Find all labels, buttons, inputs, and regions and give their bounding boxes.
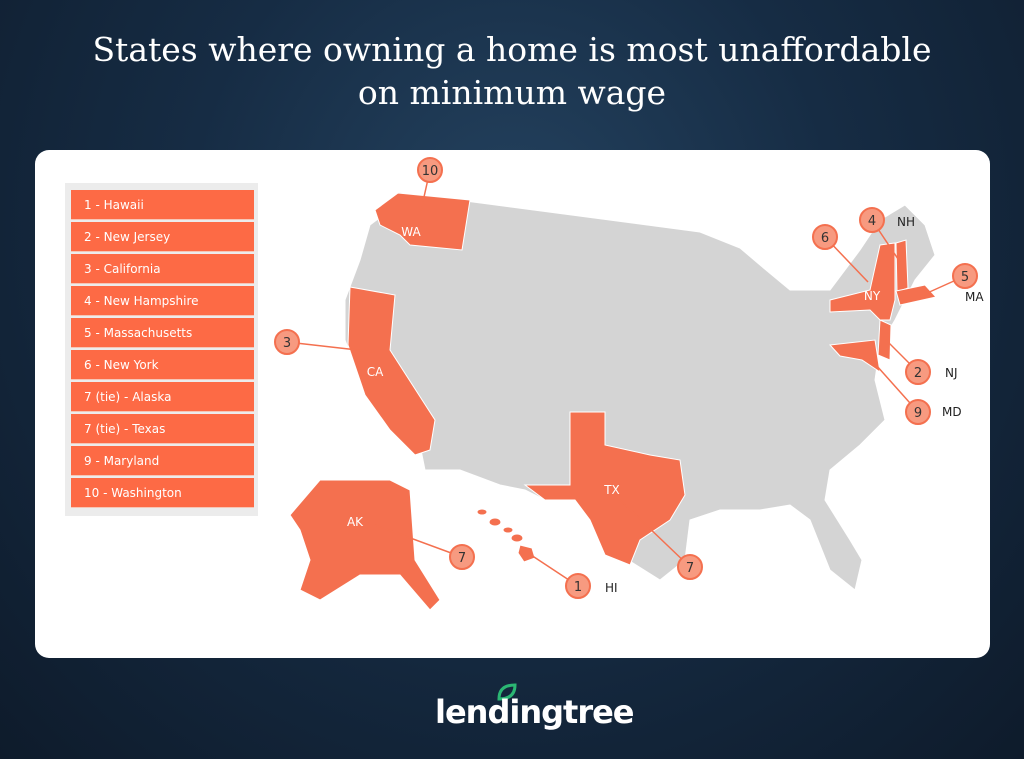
rank-number: 10 — [422, 164, 439, 179]
rank-marker — [859, 207, 885, 233]
legend-item: 1 - Hawaii — [71, 190, 254, 220]
state-TX — [523, 411, 686, 566]
rank-number: 3 — [283, 336, 291, 351]
callout-line — [374, 524, 463, 558]
state-NH — [895, 239, 909, 293]
state-label: MD — [942, 405, 962, 419]
state-label: CA — [367, 365, 384, 379]
rank-marker — [417, 157, 443, 183]
state-label: NJ — [945, 366, 958, 380]
state-label: MA — [965, 290, 984, 304]
state-CA — [347, 286, 436, 456]
page-title: States where owning a home is most unaff… — [0, 28, 1024, 114]
title-line-1: States where owning a home is most unaff… — [92, 30, 932, 69]
legend-item: 4 - New Hampshire — [71, 286, 254, 316]
rank-marker — [274, 329, 300, 355]
rank-marker — [905, 359, 931, 385]
rank-marker — [952, 263, 978, 289]
rank-number: 6 — [821, 231, 829, 246]
rank-number: 4 — [868, 214, 876, 229]
legend-item: 2 - New Jersey — [71, 222, 254, 252]
callout-line — [286, 341, 376, 353]
lendingtree-logo: lendingtree — [435, 693, 634, 731]
legend-item: 3 - California — [71, 254, 254, 284]
legend-item: 7 (tie) - Texas — [71, 414, 254, 444]
state-WA — [374, 192, 471, 251]
title-line-2: on minimum wage — [357, 73, 667, 112]
state-label: NH — [897, 215, 915, 229]
leaf-icon — [497, 683, 517, 705]
rank-number: 1 — [574, 580, 582, 595]
callout-line — [619, 499, 691, 568]
state-label: NY — [864, 289, 881, 303]
state-AK — [289, 479, 441, 611]
state-HI — [476, 508, 536, 563]
legend-item: 5 - Massachusetts — [71, 318, 254, 348]
state-label: WA — [401, 225, 421, 239]
state-MA — [895, 284, 937, 306]
rank-number: 5 — [961, 270, 969, 285]
state-NJ — [877, 319, 892, 361]
rank-marker — [905, 399, 931, 425]
rank-marker — [677, 554, 703, 580]
rank-marker — [565, 573, 591, 599]
rank-marker — [449, 544, 475, 570]
rank-number: 7 — [458, 551, 466, 566]
rank-number: 7 — [686, 561, 694, 576]
state-label: AK — [347, 515, 364, 529]
state-MD — [828, 339, 881, 374]
rank-number: 2 — [914, 366, 922, 381]
legend-item: 6 - New York — [71, 350, 254, 380]
ranking-legend: 1 - Hawaii 2 - New Jersey 3 - California… — [65, 183, 258, 516]
legend-item: 9 - Maryland — [71, 446, 254, 476]
state-NY — [829, 242, 896, 321]
state-label: TX — [603, 483, 620, 497]
state-label: HI — [605, 581, 618, 595]
rank-number: 9 — [914, 406, 922, 421]
legend-item: 7 (tie) - Alaska — [71, 382, 254, 412]
rank-marker — [812, 224, 838, 250]
legend-item: 10 - Washington — [71, 478, 254, 508]
